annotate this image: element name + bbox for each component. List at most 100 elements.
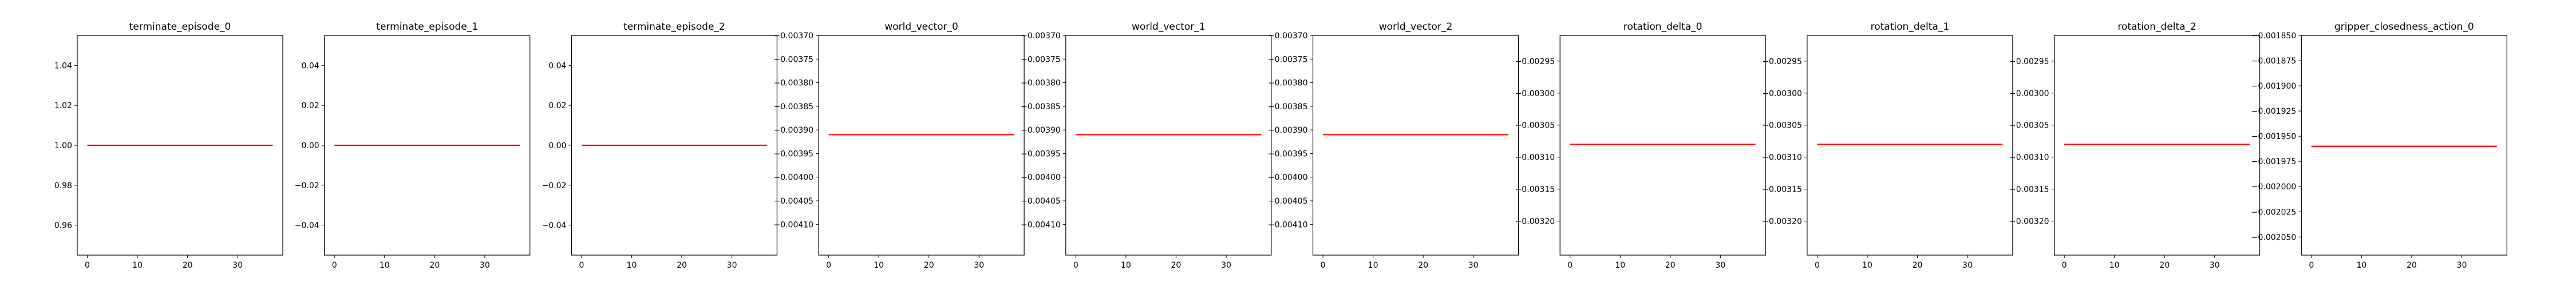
y-tick-label: −0.00315 (2009, 185, 2049, 194)
y-tick-label: −0.00315 (1515, 185, 1555, 194)
y-tick-label: −0.00395 (1021, 149, 1061, 158)
y-tick-label: −0.00410 (1021, 220, 1061, 229)
axes-frame (1065, 35, 1272, 256)
y-tick-label: −0.00405 (1021, 197, 1061, 206)
plot-area (819, 35, 1025, 255)
y-tick-label: 1.00 (54, 141, 72, 150)
x-tick-label: 10 (874, 261, 884, 270)
x-tick-label: 10 (1615, 261, 1625, 270)
y-tick-label: 0.98 (54, 181, 72, 190)
y-tick-label: −0.00320 (1515, 217, 1555, 227)
axes-frame (1559, 35, 1766, 256)
y-tick-label: −0.00395 (773, 149, 813, 158)
y-tick-label: −0.00370 (773, 31, 813, 41)
x-tick-label: 0 (579, 261, 584, 270)
y-tick-label: −0.00405 (773, 197, 813, 206)
y-tick-label: 0.00 (302, 141, 319, 150)
y-tick-label: −0.00380 (1268, 79, 1308, 88)
axes-frame (77, 35, 283, 256)
y-tick-label: −0.00320 (1762, 217, 1802, 227)
plot-area (1313, 35, 1519, 255)
y-tick-label: −0.00310 (2009, 153, 2049, 162)
axes-frame (2301, 35, 2507, 256)
y-tick-label: −0.00390 (1021, 126, 1061, 135)
x-tick-label: 10 (1862, 261, 1872, 270)
y-tick-label: 0.04 (548, 61, 566, 70)
chart-title: gripper_closedness_action_0 (2334, 21, 2474, 33)
y-tick-label: 0.96 (54, 221, 72, 231)
y-tick-label: −0.00385 (1268, 102, 1308, 112)
y-tick-label: −0.00375 (1021, 55, 1061, 64)
y-tick-label: −0.002025 (2251, 208, 2297, 217)
x-tick-label: 0 (2062, 261, 2067, 270)
x-tick-label: 20 (677, 261, 687, 270)
y-tick-label: −0.00295 (1515, 57, 1555, 66)
chart-panel-3: 0 10 20 30 −0.00370 −0.00375 −0.00380 −0.00385 −… (773, 21, 1025, 270)
y-tick-label: −0.00300 (2009, 89, 2049, 98)
x-tick-label: 0 (332, 261, 337, 270)
chart-panel-4: 0 10 20 30 −0.00370 −0.00375 −0.00380 −0.00385 −… (1021, 21, 1272, 270)
y-tick-label: −0.00410 (1268, 220, 1308, 229)
y-tick-label: −0.00395 (1268, 149, 1308, 158)
x-tick-label: 0 (1073, 261, 1078, 270)
y-tick-label: −0.00305 (2009, 121, 2049, 130)
chart-title: world_vector_0 (884, 21, 958, 33)
axes-frame (324, 35, 531, 256)
axes-frame (571, 35, 778, 256)
chart-panel-9: 0 10 20 30 −0.001850 −0.001875 −0.001900 −0.001… (2251, 21, 2507, 270)
axes-frame (818, 35, 1025, 256)
y-tick-label: −0.00300 (1515, 89, 1555, 98)
x-tick-label: 10 (627, 261, 637, 270)
x-tick-label: 10 (380, 261, 390, 270)
x-tick-label: 0 (826, 261, 831, 270)
axes-frame (1807, 35, 2013, 256)
y-tick-label: 0.00 (548, 141, 566, 150)
y-tick-label: −0.02 (542, 181, 566, 190)
x-tick-label: 0 (85, 261, 90, 270)
y-tick-label: −0.001875 (2251, 57, 2297, 66)
y-tick-label: −0.00300 (1762, 89, 1802, 98)
x-tick-label: 0 (1321, 261, 1326, 270)
x-tick-label: 10 (2356, 261, 2366, 270)
x-tick-label: 20 (2407, 261, 2417, 270)
x-tick-label: 30 (974, 261, 984, 270)
x-tick-label: 10 (132, 261, 143, 270)
axes-frame (1312, 35, 1519, 256)
y-tick-label: 1.04 (54, 61, 72, 70)
chart-title: terminate_episode_1 (376, 21, 478, 33)
y-tick-label: −0.00295 (1762, 57, 1802, 66)
y-tick-label: −0.00310 (1515, 153, 1555, 162)
y-tick-label: −0.001975 (2251, 157, 2297, 166)
x-tick-label: 20 (2159, 261, 2170, 270)
y-tick-label: −0.00295 (2009, 57, 2049, 66)
x-tick-label: 30 (2457, 261, 2467, 270)
y-tick-label: −0.00305 (1515, 121, 1555, 130)
y-tick-label: −0.00380 (773, 79, 813, 88)
x-tick-label: 0 (2309, 261, 2314, 270)
x-tick-label: 10 (1121, 261, 1131, 270)
plot-area (1065, 35, 1271, 255)
y-tick-label: −0.00385 (1021, 102, 1061, 112)
y-tick-label: −0.002050 (2251, 233, 2297, 242)
y-tick-label: −0.002000 (2251, 182, 2297, 192)
x-tick-label: 20 (1913, 261, 1923, 270)
x-tick-label: 20 (1665, 261, 1676, 270)
y-tick-label: 0.02 (302, 101, 319, 110)
chart-panel-0: 0 10 20 30 1.04 1.02 1.00 0.98 0.96 terminate_epi… (54, 21, 283, 270)
x-tick-label: 30 (1468, 261, 1479, 270)
x-tick-label: 20 (183, 261, 193, 270)
y-tick-label: −0.00320 (2009, 217, 2049, 227)
y-tick-label: −0.00400 (1021, 173, 1061, 182)
x-tick-label: 30 (1221, 261, 1231, 270)
chart-title: world_vector_2 (1379, 21, 1453, 33)
plot-area (2301, 35, 2507, 255)
y-tick-label: −0.00400 (1268, 173, 1308, 182)
x-tick-label: 20 (1171, 261, 1182, 270)
y-tick-label: −0.001900 (2251, 82, 2297, 91)
x-tick-label: 0 (1567, 261, 1573, 270)
x-tick-label: 30 (727, 261, 737, 270)
chart-panel-2: 0 10 20 30 0.04 0.02 0.00 −0.02 −0.04 terminate_e… (542, 21, 778, 270)
y-tick-label: −0.00400 (773, 173, 813, 182)
chart-title: rotation_delta_2 (2117, 21, 2196, 33)
